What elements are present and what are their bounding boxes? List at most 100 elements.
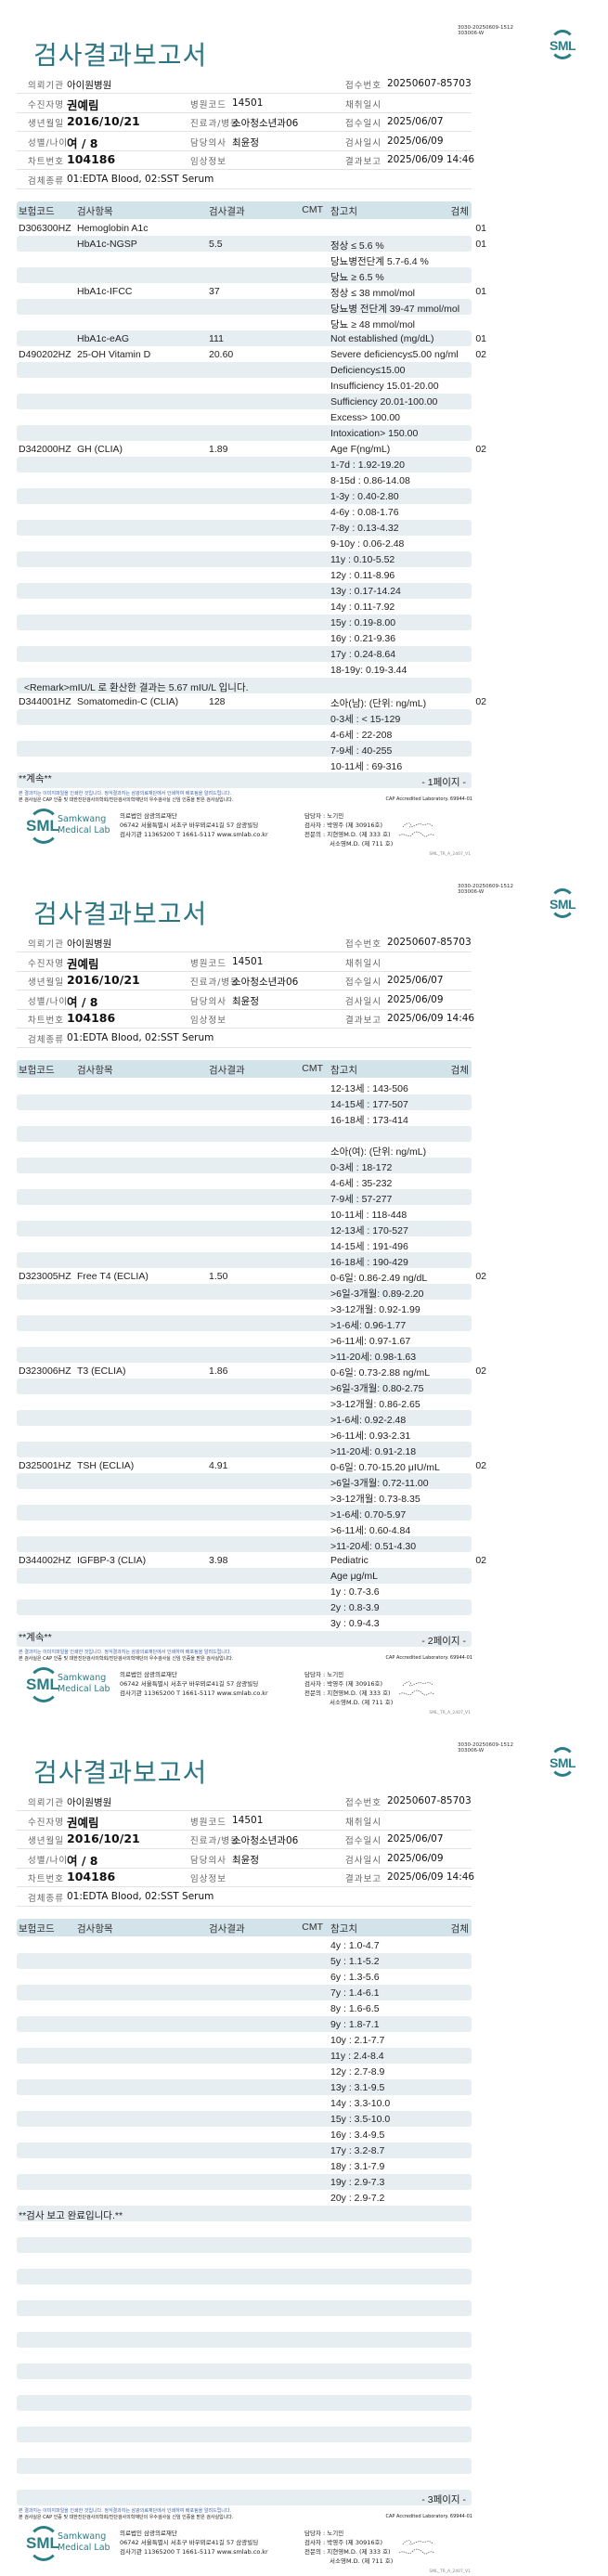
info-label-institution: 의뢰기관 — [28, 81, 64, 91]
sml-logo: SML — [546, 1747, 581, 1779]
cell-item: HbA1c-eAG — [77, 333, 130, 344]
logo-name-1: Samkwang — [58, 814, 107, 824]
column-header-reference: 참고치 — [330, 206, 357, 217]
column-header-code: 보험코드 — [19, 1923, 55, 1935]
column-header-code: 보험코드 — [19, 206, 55, 217]
cell-reference: Pediatric — [330, 1555, 369, 1566]
patient-info-row: 생년월일 2016/10/21 진료과/병동 소아청소년과06 접수일시 2025/06/… — [17, 1830, 472, 1849]
logo-arc-icon — [550, 888, 576, 918]
cap-accreditation: CAP Accredited Laboratory. 69944-01 — [385, 1655, 472, 1661]
table-row — [17, 2348, 472, 2363]
table-row — [17, 2458, 472, 2474]
cell-reference: 0-6일: 0.70-15.20 μIU/mL — [330, 1462, 440, 1473]
info-value-name: 권예림 — [67, 1815, 99, 1830]
cell-reference: 14y : 3.3-10.0 — [330, 2098, 391, 2109]
results-table-header: 보험코드 검사항목 검사결과 CMT 참고치 검체 — [17, 201, 472, 219]
org-contact: 검사기관 11365200 T 1661-5117 www.smlab.co.k… — [120, 831, 268, 838]
disclaimer-accreditation: 본 검사실은 CAP 인증 및 대한진단검사의학회/진단검사의학재단의 우수검사… — [19, 2515, 234, 2520]
cell-item: HbA1c-NGSP — [77, 239, 137, 250]
info-value-reported: 2025/06/09 14:46 — [387, 1013, 475, 1024]
cell-reference: 7-9세 : 40-255 — [330, 745, 393, 757]
info-value-dept: 소아청소년과06 — [232, 1835, 299, 1846]
cell-reference: 16y : 0.21-9.36 — [330, 633, 396, 644]
column-header-result: 검사결과 — [209, 1065, 245, 1076]
org-name: 의료법인 삼광의료재단 — [120, 1671, 177, 1678]
logo-name-1: Samkwang — [58, 2531, 107, 2542]
form-version: SML_TR_A_2407_V1 — [429, 2570, 471, 2574]
patient-info-row: 생년월일 2016/10/21 진료과/병동 소아청소년과06 접수일시 2025/06/… — [17, 971, 472, 990]
table-row: 7-9세 : 57-277 — [17, 1189, 472, 1205]
cell-reference: 7-8y : 0.13-4.32 — [330, 523, 399, 534]
column-header-code: 보험코드 — [19, 1065, 55, 1076]
info-label-chart: 차트번호 — [28, 1016, 64, 1026]
column-header-cmt: CMT — [302, 204, 323, 215]
page-number: - 1페이지 - — [421, 777, 466, 788]
cell-item: 25-OH Vitamin D — [77, 349, 151, 360]
table-row: HbA1c-eAG 111 Not established (mg/dL) 01 — [17, 330, 486, 346]
cell-reference: 19y : 2.9-7.3 — [330, 2177, 385, 2188]
signature-image — [398, 2540, 435, 2555]
info-label-receipt-no: 접수번호 — [345, 81, 382, 91]
document-code-2: 303006-W — [458, 31, 485, 36]
table-row — [17, 2285, 472, 2300]
info-label-tested: 검사일시 — [345, 137, 382, 149]
tester: 검사자 : 박영주 (제 30916호) — [304, 1680, 383, 1688]
table-row: 19y : 2.9-7.3 — [17, 2174, 472, 2190]
table-row: 13y : 0.17-14.24 — [17, 583, 472, 599]
results-table-header: 보험코드 검사항목 검사결과 CMT 참고치 검체 — [17, 1919, 472, 1936]
table-row: 4y : 1.0-4.7 — [17, 1937, 472, 1953]
table-row: 7y : 1.4-6.1 — [17, 1985, 472, 2000]
column-header-cmt: CMT — [302, 1922, 323, 1933]
column-header-reference: 참고치 — [330, 1065, 357, 1076]
table-row: 1-3y : 0.40-2.80 — [17, 488, 472, 504]
table-row: 9-10y : 0.06-2.48 — [17, 536, 472, 551]
table-row: D325001HZ TSH (ECLIA) 4.91 0-6일: 0.70-15.20… — [17, 1457, 486, 1473]
info-label-birth: 생년월일 — [28, 977, 64, 988]
info-value-tested: 2025/06/09 — [387, 993, 444, 1005]
table-row: 7-8y : 0.13-4.32 — [17, 520, 472, 536]
cell-reference: 12y : 0.11-8.96 — [330, 570, 395, 581]
logo-name-2: Medical Lab — [58, 2543, 110, 2553]
cell-item: IGFBP-3 (CLIA) — [77, 1555, 147, 1566]
cell-reference: >6일-3개월: 0.80-2.75 — [330, 1383, 424, 1394]
results-table-header: 보험코드 검사항목 검사결과 CMT 참고치 검체 — [17, 1060, 472, 1078]
info-label-received: 접수일시 — [345, 1836, 382, 1846]
cell-reference: 0-3세 : 18-172 — [330, 1162, 393, 1173]
cell-reference: 15y : 0.19-8.00 — [330, 617, 396, 628]
info-value-hospital-code: 14501 — [232, 1814, 264, 1826]
info-label-clinical: 임상정보 — [190, 157, 226, 167]
table-row: 12-13세 : 143-506 — [17, 1079, 472, 1094]
table-row: D344001HZ Somatomedin-C (CLIA) 128 소아(남): (… — [17, 693, 486, 709]
cell-reference: 정상 ≤ 38 mmol/mol — [330, 288, 416, 299]
page-number: - 2페이지 - — [421, 1636, 466, 1647]
info-value-tested: 2025/06/09 — [387, 135, 444, 147]
table-row: >3-12개월: 0.73-8.35 — [17, 1489, 472, 1505]
table-row — [17, 2427, 472, 2442]
table-row — [17, 2411, 472, 2427]
cell-reference: 17y : 0.24-8.64 — [330, 649, 396, 660]
patient-info-row: 의뢰기관 아이원병원 접수번호 20250607-85703 — [17, 1792, 472, 1811]
cell-specimen: 02 — [475, 1460, 486, 1471]
table-row — [17, 2237, 472, 2253]
info-label-clinical: 임상정보 — [190, 1874, 226, 1884]
info-label-collection: 채취일시 — [345, 1817, 382, 1828]
cell-code: D344002HZ — [19, 1555, 71, 1566]
cell-reference: >3-12개월: 0.92-1.99 — [330, 1304, 420, 1315]
table-row: >6-11세: 0.93-2.31 — [17, 1426, 472, 1442]
patient-info-row: 수진자명 권예림 병원코드 14501 채취일시 — [17, 94, 472, 113]
table-row: >11-20세: 0.91-2.18 — [17, 1442, 472, 1457]
cell-reference: >6-11세: 0.97-1.67 — [330, 1336, 411, 1347]
patient-info-row: 차트번호 104186 임상정보 결과보고 2025/06/09 14:46 — [17, 1009, 475, 1029]
cell-reference: Not established (mg/dL) — [330, 333, 434, 344]
cell-specimen: 02 — [475, 1271, 486, 1282]
info-value-name: 권예림 — [67, 956, 99, 971]
column-header-reference: 참고치 — [330, 1923, 357, 1935]
logo-name-1: Samkwang — [58, 1673, 107, 1683]
table-row: 16-18세 : 190-429 — [17, 1252, 472, 1268]
cell-reference: 소아(여): (단위: ng/mL) — [330, 1146, 427, 1158]
table-row: 6y : 1.3-5.6 — [17, 1969, 472, 1985]
table-row: D490202HZ 25-OH Vitamin D 20.60 Severe defi… — [17, 346, 486, 362]
info-value-received: 2025/06/07 — [387, 1833, 444, 1845]
cell-result: 111 — [209, 333, 224, 344]
cell-reference: 10-11세 : 69-316 — [330, 761, 403, 772]
